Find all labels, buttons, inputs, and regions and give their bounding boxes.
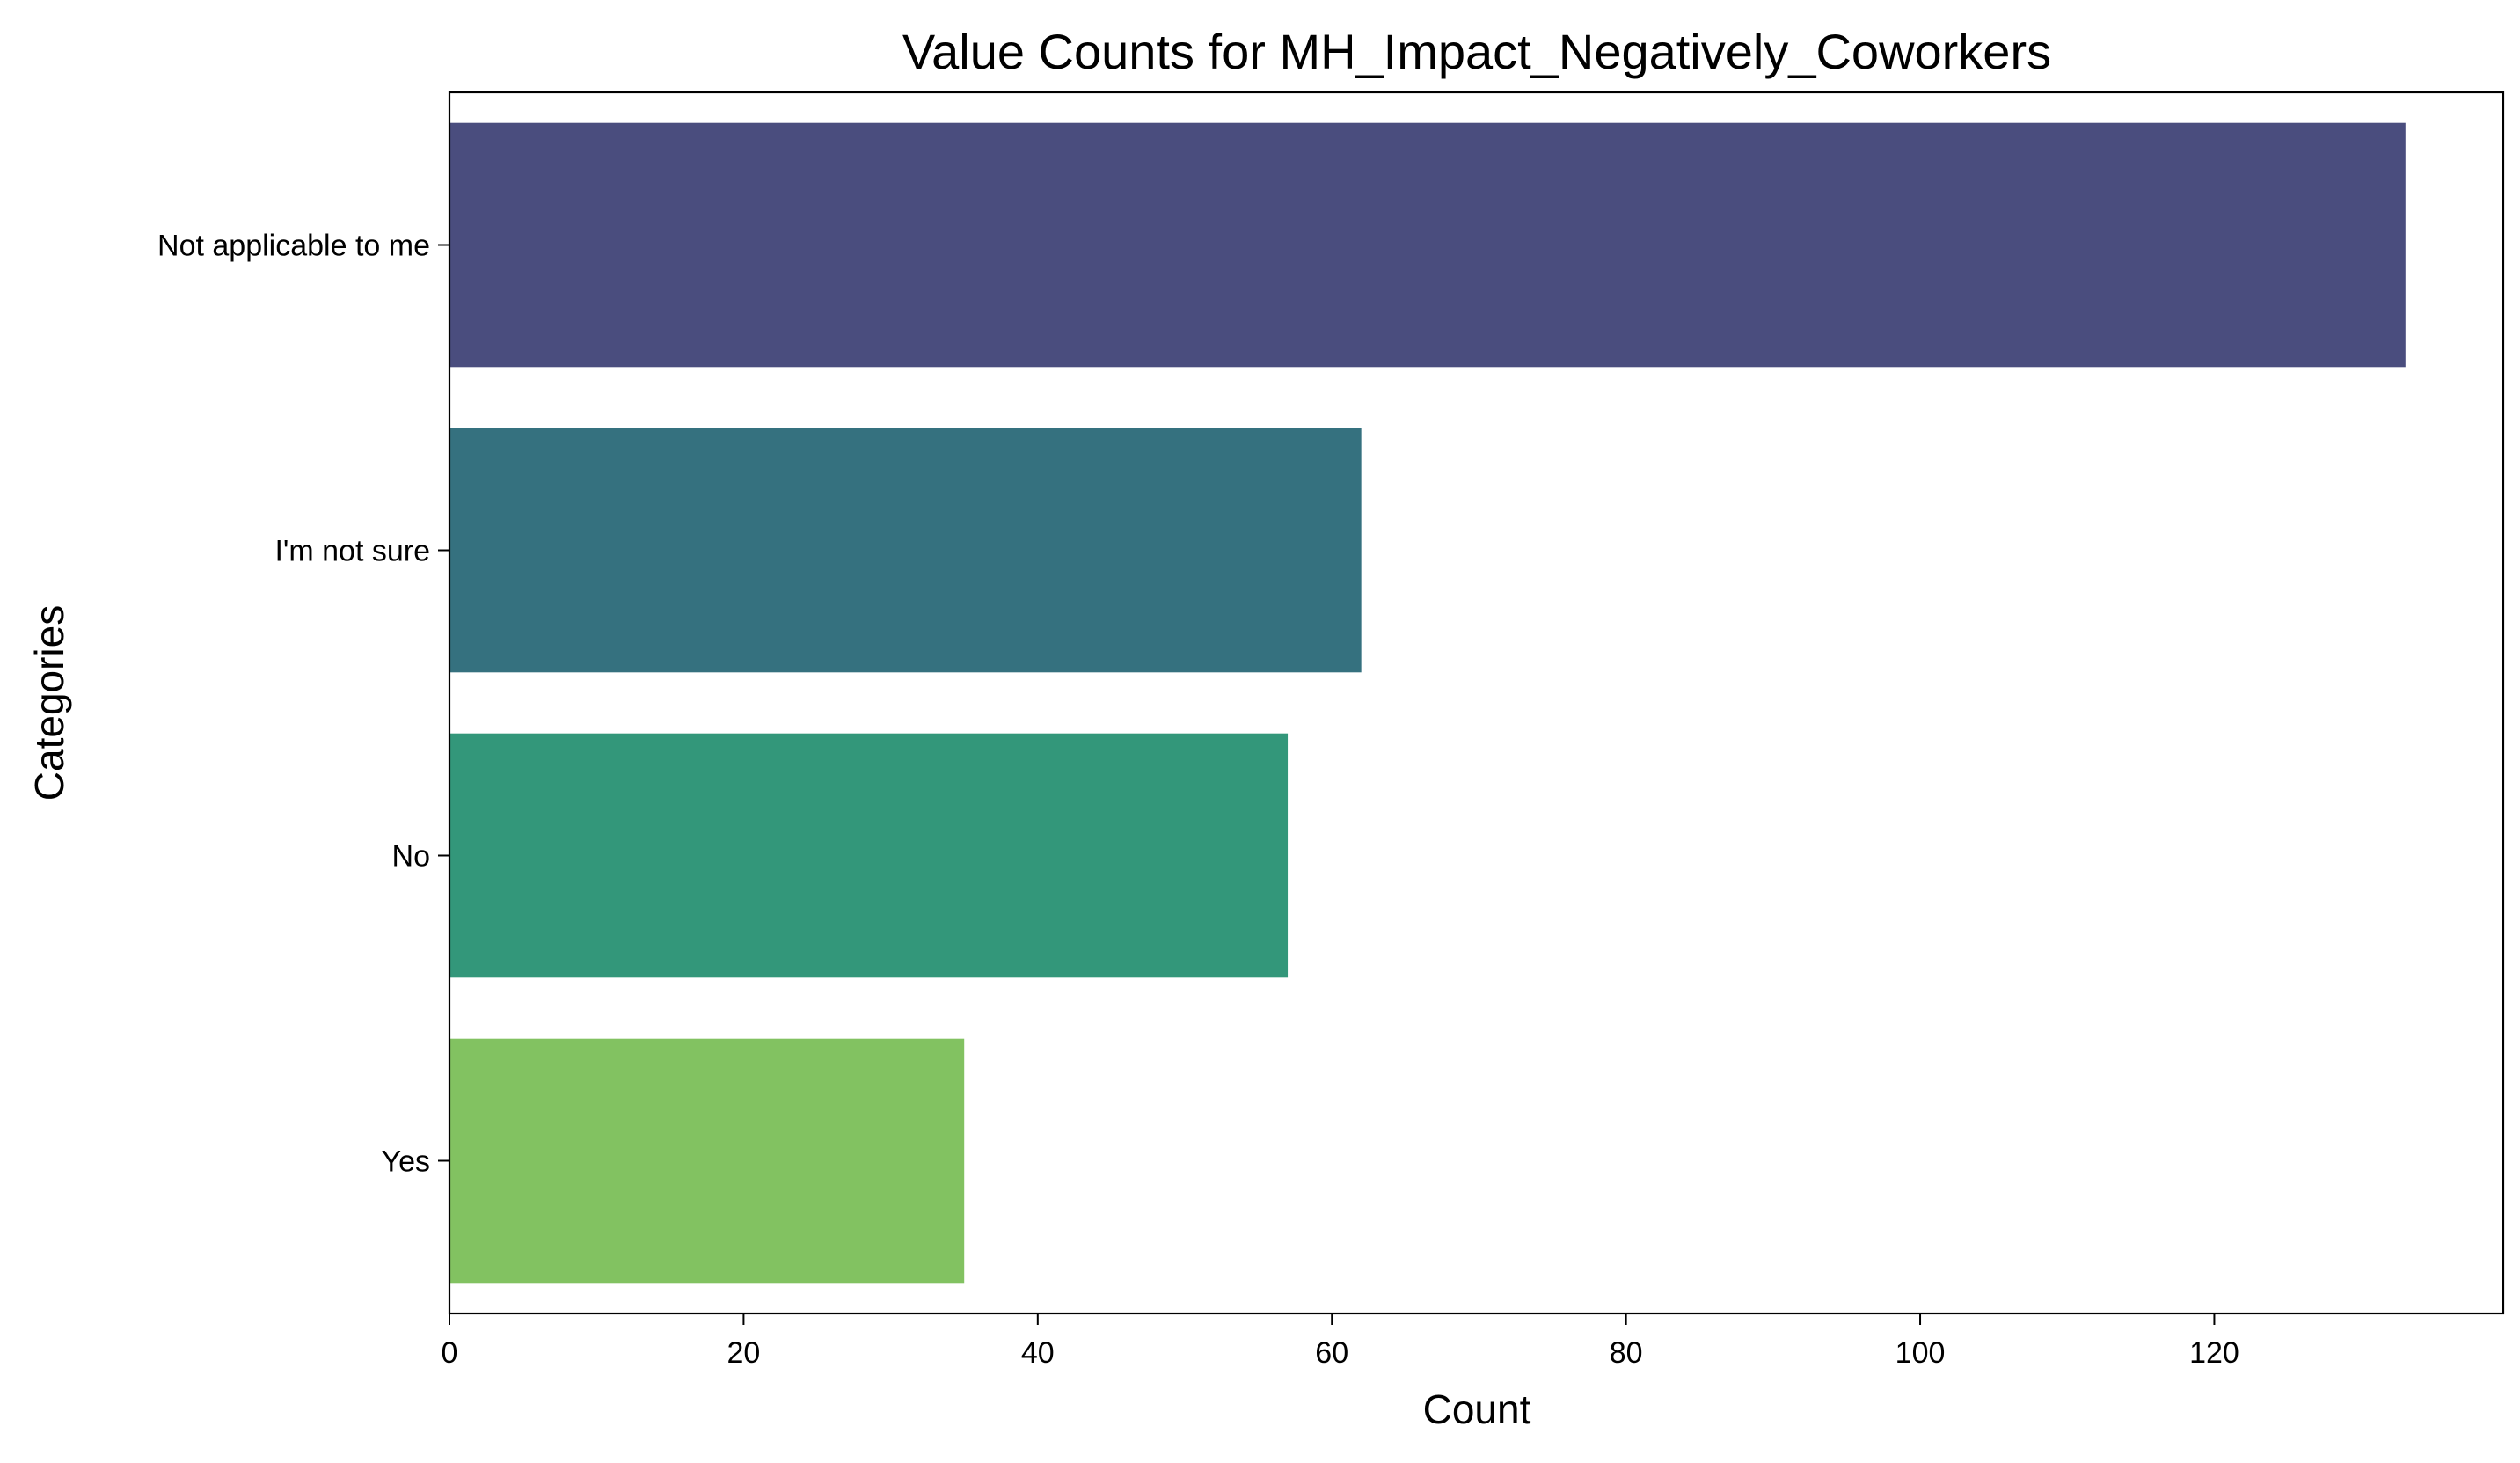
plot-frame bbox=[448, 91, 2505, 1315]
x-tick-label-1: 20 bbox=[727, 1336, 760, 1370]
y-tick-label-1: I'm not sure bbox=[274, 535, 430, 568]
x-axis-label: Count bbox=[1423, 1386, 1531, 1432]
bar-3 bbox=[449, 1038, 965, 1284]
bar-0 bbox=[449, 122, 2406, 368]
x-tick-label-5: 100 bbox=[1895, 1336, 1946, 1370]
y-tick-label-3: Yes bbox=[382, 1145, 430, 1179]
x-tick-label-2: 40 bbox=[1021, 1336, 1055, 1370]
y-axis-label: Categories bbox=[26, 605, 72, 801]
chart-title: Value Counts for MH_Impact_Negatively_Co… bbox=[902, 24, 2051, 79]
x-tick-label-0: 0 bbox=[442, 1336, 458, 1370]
x-tick-label-3: 60 bbox=[1315, 1336, 1348, 1370]
bar-1 bbox=[449, 428, 1362, 673]
y-tick-label-2: No bbox=[392, 840, 430, 874]
y-tick-label-0: Not applicable to me bbox=[157, 230, 430, 263]
x-tick-label-4: 80 bbox=[1610, 1336, 1643, 1370]
x-tick-label-6: 120 bbox=[2189, 1336, 2239, 1370]
x-axis: 0 20 40 60 80 100 120 bbox=[442, 1313, 2239, 1370]
y-axis: Not applicable to me I'm not sure No Yes bbox=[157, 230, 449, 1179]
bar-2 bbox=[449, 733, 1289, 978]
bars-group bbox=[449, 122, 2406, 1284]
